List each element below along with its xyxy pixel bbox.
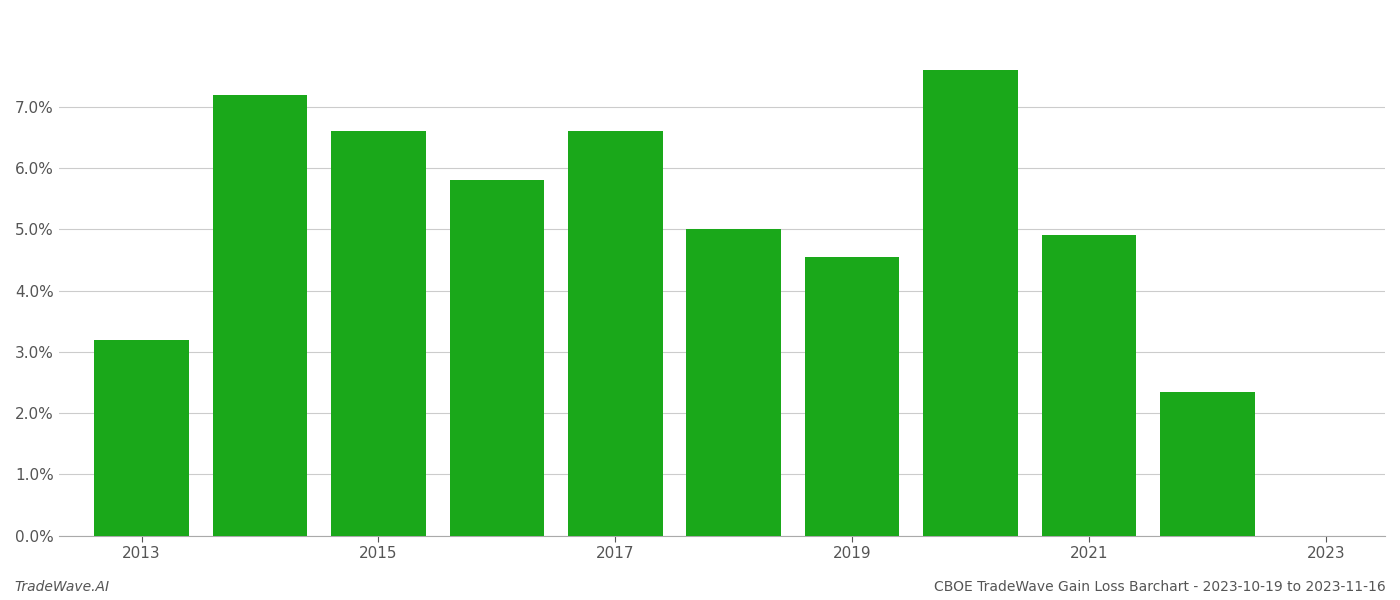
Bar	[449, 181, 545, 536]
Bar	[213, 95, 308, 536]
Bar	[1161, 392, 1254, 536]
Bar	[923, 70, 1018, 536]
Text: CBOE TradeWave Gain Loss Barchart - 2023-10-19 to 2023-11-16: CBOE TradeWave Gain Loss Barchart - 2023…	[934, 580, 1386, 594]
Bar	[330, 131, 426, 536]
Bar	[805, 257, 899, 536]
Bar	[1042, 235, 1137, 536]
Bar	[94, 340, 189, 536]
Bar	[686, 229, 781, 536]
Text: TradeWave.AI: TradeWave.AI	[14, 580, 109, 594]
Bar	[568, 131, 662, 536]
